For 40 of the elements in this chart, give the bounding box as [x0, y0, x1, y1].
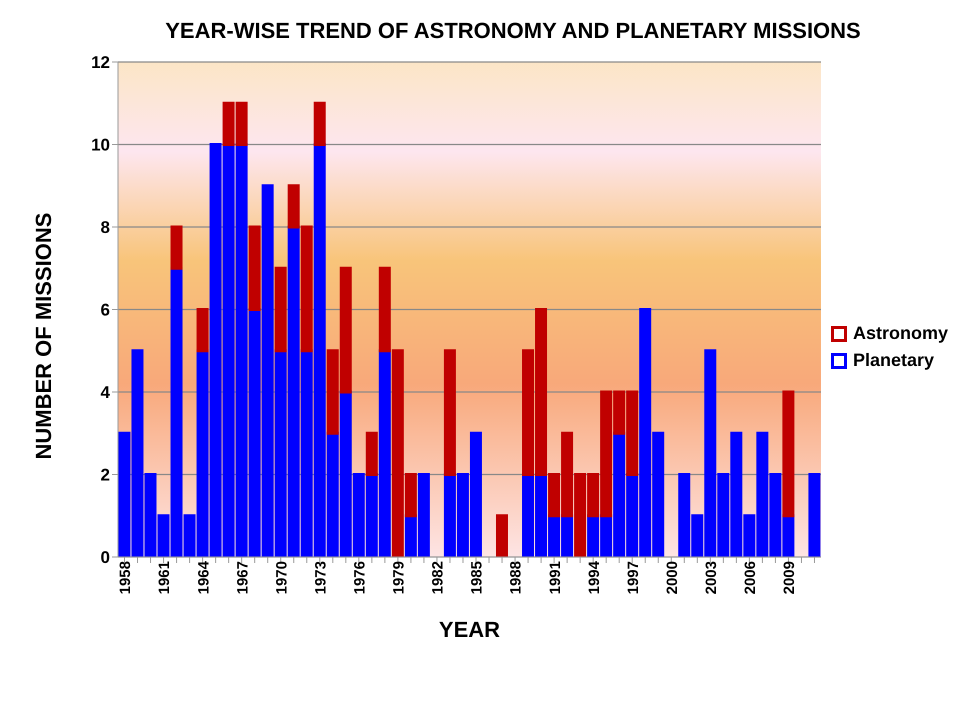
bar [366, 432, 378, 476]
x-tick-label: 1970 [273, 561, 290, 594]
y-tick-label: 2 [100, 466, 110, 485]
bar [170, 226, 183, 270]
x-tick-label: 1967 [234, 561, 252, 594]
x-tick-label: 1958 [117, 561, 134, 594]
legend-label: Astronomy [852, 323, 948, 344]
x-tick-label: 1988 [508, 561, 525, 594]
bar [808, 473, 820, 557]
y-tick-label: 12 [91, 53, 110, 72]
y-tick-label: 6 [100, 300, 110, 320]
legend-label: Planetary [852, 350, 936, 371]
bar [444, 349, 456, 476]
x-tick-label: 1964 [195, 560, 212, 594]
y-tick-label: 10 [91, 136, 110, 155]
x-tick-label: 2009 [781, 561, 798, 594]
x-tick-label: 1982 [430, 561, 447, 594]
bar [196, 308, 209, 352]
bar [274, 266, 287, 352]
chart-title: YEAR-WISE TREND OF ASTRONOMY AND PLANETARY MISSIONS [164, 18, 862, 44]
x-axis-title: YEAR [438, 617, 500, 642]
x-tick-label: 1961 [156, 561, 174, 594]
bar [782, 390, 794, 518]
x-tick-label: 1991 [546, 561, 564, 594]
y-tick-label: 4 [100, 383, 111, 402]
bar [314, 102, 326, 146]
y-tick-label: 8 [100, 218, 110, 238]
x-tick-label: 2006 [742, 561, 760, 594]
y-axis-title: NUMBER OF MISSIONS [30, 212, 56, 460]
x-tick-label: 1976 [351, 561, 368, 594]
x-tick-label: 2000 [664, 561, 681, 594]
bar [248, 226, 261, 311]
x-tick-label: 1973 [312, 561, 330, 594]
bar [496, 514, 508, 557]
x-tick-label: 1985 [468, 561, 486, 594]
x-tick-label: 1979 [390, 561, 408, 594]
x-tick-label: 1997 [624, 561, 642, 594]
x-tick-label: 1994 [586, 560, 603, 594]
x-tick-label: 2003 [702, 561, 720, 594]
y-tick-label: 0 [100, 548, 110, 568]
